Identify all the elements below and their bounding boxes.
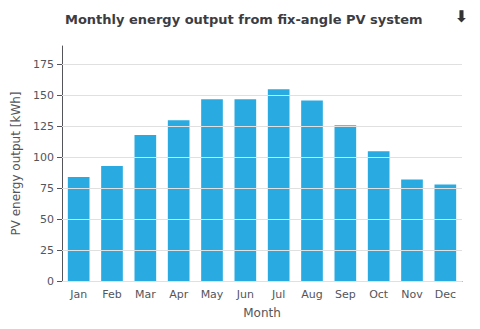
svg-text:75: 75: [40, 182, 54, 195]
svg-text:0: 0: [47, 275, 54, 288]
svg-text:Dec: Dec: [435, 288, 456, 301]
svg-text:Mar: Mar: [135, 288, 156, 301]
svg-text:Jan: Jan: [69, 288, 87, 301]
svg-text:Jun: Jun: [236, 288, 254, 301]
svg-text:150: 150: [33, 89, 54, 102]
svg-text:Monthly energy output from fix: Monthly energy output from fix-angle PV …: [65, 12, 423, 27]
svg-text:175: 175: [33, 58, 54, 71]
svg-text:50: 50: [40, 213, 54, 226]
svg-text:Oct: Oct: [369, 288, 389, 301]
svg-text:⬇: ⬇: [455, 7, 468, 26]
svg-text:May: May: [201, 288, 224, 301]
svg-text:PV energy output [kWh]: PV energy output [kWh]: [9, 91, 23, 235]
svg-text:Month: Month: [243, 306, 281, 320]
svg-text:Apr: Apr: [169, 288, 189, 301]
svg-text:125: 125: [33, 120, 54, 133]
svg-text:Jul: Jul: [271, 288, 285, 301]
svg-text:25: 25: [40, 244, 54, 257]
svg-text:Sep: Sep: [335, 288, 356, 301]
svg-text:Aug: Aug: [301, 288, 322, 301]
svg-text:Feb: Feb: [102, 288, 121, 301]
svg-text:Nov: Nov: [401, 288, 423, 301]
svg-text:100: 100: [33, 151, 54, 164]
